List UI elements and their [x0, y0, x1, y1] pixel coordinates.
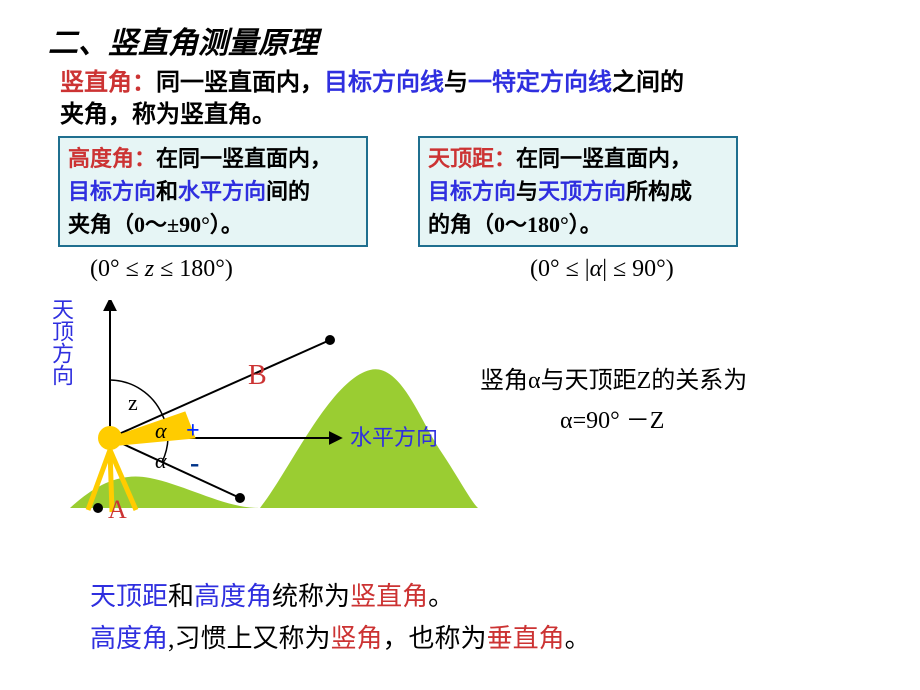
summary-line-1: 天顶距和高度角统称为竖直角。 [90, 576, 454, 613]
definition-line-2: 夹角，称为竖直角。 [60, 94, 276, 129]
label-alpha-down: α [155, 448, 167, 474]
relation-text-1: 竖角α与天顶距Z的关系为 [480, 360, 747, 395]
box-zenith-distance: 天顶距：在同一竖直面内，目标方向与天顶方向所构成的角（0～180°）。 [418, 136, 738, 247]
vertical-angle-diagram [40, 300, 480, 535]
label-alpha-up: α [155, 418, 167, 444]
label-horizontal-direction: 水平方向 [350, 420, 438, 452]
page-title: 二、竖直角测量原理 [48, 18, 318, 62]
label-minus: - [190, 448, 199, 480]
label-z: z [128, 390, 138, 416]
range-alpha: (0° ≤ |α| ≤ 90°) [530, 256, 674, 283]
box-height-angle: 高度角：在同一竖直面内，目标方向和水平方向间的夹角（0～±90°）。 [58, 136, 368, 247]
range-z: (0° ≤ z ≤ 180°) [90, 256, 233, 283]
label-plus: + [186, 418, 200, 445]
relation-text-2: α=90° －Z [560, 400, 664, 435]
label-point-b: B [248, 360, 267, 392]
definition-line-1: 竖直角：同一竖直面内，目标方向线与一特定方向线之间的 [60, 62, 684, 97]
summary-line-2: 高度角,习惯上又称为竖角，也称为垂直角。 [90, 618, 591, 655]
label-point-a: A [108, 495, 127, 525]
